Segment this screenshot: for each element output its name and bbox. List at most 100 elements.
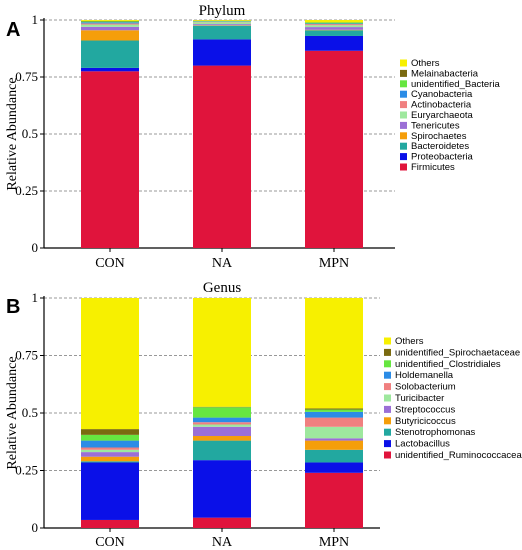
y-tick-label: 1 — [32, 290, 39, 305]
legend-swatch — [400, 69, 407, 77]
legend-label: unidentified_Ruminococcaceae — [395, 450, 522, 461]
bar-segment — [81, 26, 139, 31]
legend-swatch — [400, 132, 407, 140]
chart-title: Genus — [203, 280, 241, 296]
bar-segment — [81, 22, 139, 24]
legend-swatch — [400, 59, 407, 67]
bar-segment — [81, 429, 139, 435]
bar-segment — [193, 517, 251, 528]
bar-segment — [81, 461, 139, 463]
legend-swatch — [384, 440, 391, 448]
legend-label: Tenericutes — [411, 120, 460, 131]
y-tick-label: 0 — [32, 520, 39, 535]
x-category-label: CON — [95, 256, 125, 271]
bar-segment — [81, 447, 139, 450]
bar-segment — [81, 298, 139, 430]
bar-segment — [81, 20, 139, 21]
bar-segment — [305, 411, 363, 418]
legend-swatch — [384, 417, 391, 425]
legend-swatch — [384, 394, 391, 402]
chart-title: Phylum — [199, 3, 246, 19]
bar-segment — [193, 24, 251, 26]
bar-segment — [193, 440, 251, 461]
legend-label: Bacteroidetes — [411, 141, 469, 152]
legend-label: Cyanobacteria — [411, 89, 473, 100]
x-category-label: MPN — [319, 535, 349, 550]
x-category-label: MPN — [319, 256, 349, 271]
legend-label: Lactobacillus — [395, 439, 450, 450]
y-tick-label: 0.25 — [15, 463, 38, 478]
bar-segment — [305, 24, 363, 26]
panel-label: B — [6, 296, 20, 318]
bar-segment — [305, 426, 363, 439]
bar-segment — [193, 460, 251, 518]
legend-label: Others — [395, 336, 424, 347]
x-category-label: NA — [212, 256, 233, 271]
legend-label: Solobacterium — [395, 382, 456, 393]
x-category-label: NA — [212, 535, 233, 550]
x-category-label: CON — [95, 535, 125, 550]
legend-swatch — [400, 101, 407, 109]
legend-swatch — [384, 405, 391, 413]
bar-segment — [193, 39, 251, 66]
bar-segment — [81, 440, 139, 448]
legend-swatch — [384, 348, 391, 356]
legend-swatch — [400, 163, 407, 171]
bar-segment — [193, 407, 251, 418]
y-tick-label: 0.5 — [22, 405, 38, 420]
bar-segment — [305, 438, 363, 441]
bar-segment — [305, 25, 363, 28]
legend-swatch — [384, 383, 391, 391]
legend-label: Spirochaetes — [411, 131, 467, 142]
legend-swatch — [400, 80, 407, 88]
legend-label: Euryarchaeota — [411, 110, 474, 121]
panel-label: A — [6, 19, 20, 41]
bar-segment — [81, 40, 139, 68]
bar-segment — [81, 449, 139, 453]
bar-segment — [305, 298, 363, 409]
legend-label: Actinobacteria — [411, 100, 472, 111]
legend-label: unidentified_Clostridiales — [395, 359, 501, 370]
y-axis-label: Relative Abundance — [5, 77, 20, 190]
bar-segment — [81, 434, 139, 441]
bar-segment — [305, 409, 363, 412]
bar-segment — [305, 23, 363, 25]
bar-segment — [305, 417, 363, 427]
y-tick-label: 0.25 — [15, 183, 38, 198]
bar-segment — [81, 30, 139, 41]
bar-segment — [193, 65, 251, 248]
bar-segment — [305, 22, 363, 24]
bar-segment — [193, 417, 251, 423]
bar-segment — [193, 298, 251, 407]
legend-swatch — [384, 371, 391, 379]
bar-segment — [305, 35, 363, 51]
legend-swatch — [400, 142, 407, 150]
y-tick-label: 0.5 — [22, 126, 38, 141]
y-tick-label: 1 — [32, 12, 39, 27]
bar-segment — [81, 71, 139, 248]
bar-segment — [81, 24, 139, 27]
bar-segment — [305, 30, 363, 36]
bar-segment — [193, 20, 251, 21]
legend-swatch — [384, 451, 391, 459]
bar-segment — [193, 436, 251, 441]
legend-swatch — [400, 121, 407, 129]
bar-segment — [305, 408, 363, 410]
bar-segment — [81, 67, 139, 72]
legend-swatch — [400, 90, 407, 98]
bar-segment — [193, 426, 251, 436]
legend-label: Melainabacteria — [411, 68, 479, 79]
legend-label: unidentified_Bacteria — [411, 79, 500, 90]
bar-segment — [81, 452, 139, 457]
y-axis-label: Relative Abundance — [5, 356, 20, 469]
y-tick-label: 0.75 — [15, 69, 38, 84]
legend-swatch — [384, 337, 391, 345]
bar-segment — [81, 519, 139, 528]
y-tick-label: 0.75 — [15, 348, 38, 363]
legend-swatch — [384, 428, 391, 436]
y-tick-label: 0 — [32, 240, 39, 255]
bar-segment — [81, 23, 139, 25]
legend-label: Holdemanella — [395, 370, 454, 381]
legend-label: Proteobacteria — [411, 152, 474, 163]
bar-segment — [305, 27, 363, 30]
